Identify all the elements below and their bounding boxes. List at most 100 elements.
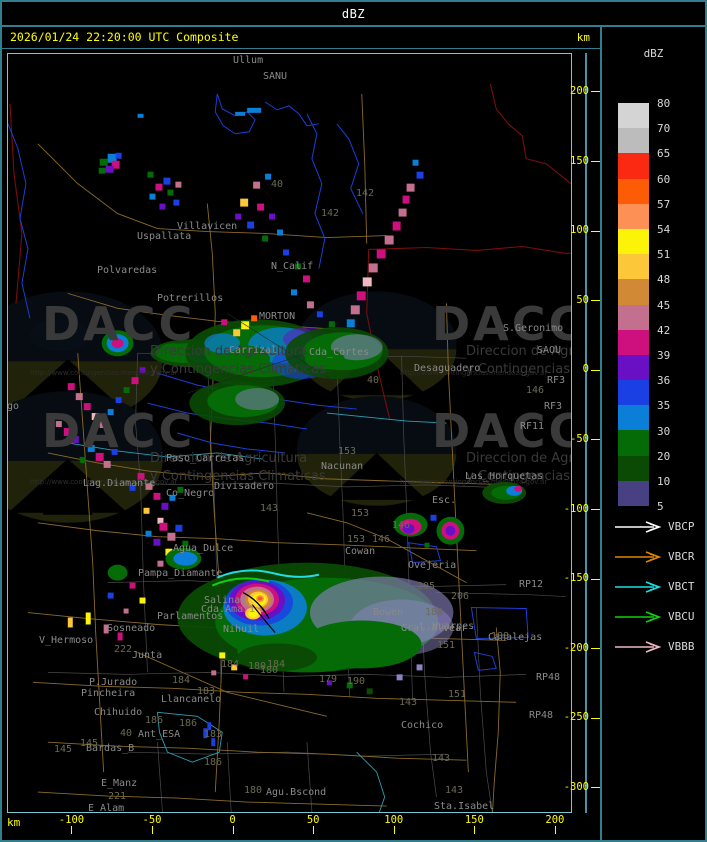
y-axis: 200 150 100 50 0 -50 -100 -150 -200 -250 -300 [564, 53, 600, 813]
dbz-tick-42: 42 [657, 323, 671, 337]
y-tick-mark [591, 509, 600, 511]
radar-map-canvas [8, 54, 571, 812]
dbz-swatch-65 [618, 153, 649, 179]
y-tick-label: 200 [570, 84, 589, 97]
y-axis-tick: 150 [570, 155, 600, 167]
y-axis-tick: -300 [564, 781, 600, 793]
dbz-color-scale [618, 103, 649, 506]
vector-legend-vbcu[interactable]: VBCU [612, 604, 707, 634]
y-axis-tick: 50 [573, 294, 600, 306]
y-axis-unit-label: km [576, 31, 590, 44]
dbz-swatch-80 [618, 103, 649, 129]
y-axis-tick: -150 [564, 572, 600, 584]
x-tick-label: 200 [545, 814, 565, 826]
vector-legend-label: VBCR [668, 550, 695, 563]
y-tick-label: -300 [563, 780, 589, 793]
dbz-tick-10: 10 [657, 475, 671, 488]
y-tick-label: -150 [563, 572, 589, 585]
vector-legend-vbct[interactable]: VBCT [612, 574, 707, 604]
dbz-tick-35: 35 [657, 399, 671, 413]
dbz-swatch-30 [618, 430, 649, 456]
dbz-tick-57: 57 [657, 197, 671, 211]
dbz-swatch-20 [618, 455, 649, 481]
city-label: Pasarela [107, 812, 155, 813]
vector-legend-label: VBCT [668, 580, 695, 593]
vector-legend-label: VBCP [668, 520, 695, 533]
dbz-swatch-48 [618, 279, 649, 305]
y-tick-mark [591, 91, 600, 93]
y-tick-label: -100 [563, 502, 589, 515]
y-axis-line [585, 53, 587, 813]
x-tick-label: -100 [58, 814, 85, 826]
dbz-tick-5: 5 [657, 500, 664, 514]
x-axis-unit-label: km [7, 816, 21, 829]
legend-title: dBZ [643, 47, 664, 60]
y-axis-tick: -50 [570, 433, 600, 445]
y-tick-mark [591, 787, 600, 789]
y-tick-mark [591, 717, 600, 719]
vector-legend-vbcr[interactable]: VBCR [612, 544, 707, 574]
vector-legend-label: VBCU [668, 610, 695, 623]
dbz-tick-39: 39 [657, 349, 671, 362]
y-tick-label: 100 [570, 224, 589, 237]
legend-panel: dBZ 80 70 65 60 57 54 51 48 45 42 39 36 35 30 20 10 5 VB… [602, 27, 705, 840]
map-panel: 2026/01/24 22:20:00 UTC Composite km [2, 27, 602, 840]
y-tick-mark [591, 230, 600, 232]
arrow-icon [615, 581, 662, 593]
dbz-tick-80: 80 [657, 97, 671, 110]
dbz-swatch-42 [618, 329, 649, 355]
x-tick-mark [152, 826, 154, 834]
dbz-swatch-57 [618, 203, 649, 229]
dbz-swatch-36 [618, 380, 649, 406]
y-axis-tick: 200 [570, 85, 600, 97]
arrow-icon [615, 551, 662, 563]
dbz-tick-54: 54 [657, 223, 671, 236]
vector-legend-vbcp[interactable]: VBCP [612, 514, 707, 544]
vector-legend-vbbb[interactable]: VBBB [612, 634, 707, 664]
map-header-row: 2026/01/24 22:20:00 UTC Composite km [2, 27, 600, 49]
arrow-icon [615, 611, 662, 623]
y-tick-label: -200 [563, 641, 589, 654]
x-tick-mark [232, 826, 234, 834]
dbz-tick-30: 30 [657, 424, 671, 438]
dbz-swatch-54 [618, 228, 649, 255]
dbz-tick-45: 45 [657, 298, 671, 312]
x-tick-label: 150 [464, 814, 484, 826]
x-tick-label: 0 [229, 814, 236, 826]
vector-legend: VBCP VBCR VBCT VBCU VBBB [612, 514, 707, 664]
x-tick-mark [393, 826, 395, 834]
y-tick-mark [591, 578, 600, 580]
y-axis-tick: 0 [573, 363, 600, 375]
radar-map[interactable]: DACC DACC DACC DACC Direccion de Agricul… [7, 53, 572, 813]
x-tick-mark [71, 826, 73, 834]
y-tick-label: 50 [576, 293, 589, 306]
dbz-swatch-35 [618, 405, 649, 431]
y-axis-tick: -100 [564, 503, 600, 515]
x-tick-mark [474, 826, 476, 834]
y-tick-mark [591, 648, 600, 650]
y-tick-label: 150 [570, 154, 589, 167]
x-tick-label: 50 [306, 814, 320, 826]
y-axis-tick: 100 [570, 224, 600, 236]
dbz-tick-70: 70 [657, 122, 671, 136]
window-title: dBZ [341, 6, 366, 21]
x-tick-label: -50 [142, 814, 162, 826]
x-tick-label: 100 [384, 814, 404, 826]
y-axis-tick: -250 [564, 711, 600, 723]
dbz-tick-20: 20 [657, 449, 671, 463]
y-axis-tick: -200 [564, 642, 600, 654]
x-axis: -100 -50 0 50 100 150 200 [7, 814, 600, 840]
x-tick-mark [313, 826, 315, 834]
y-tick-mark [591, 369, 600, 371]
dbz-swatch-39 [618, 354, 649, 381]
y-tick-label: -250 [563, 711, 589, 724]
dbz-swatch-60 [618, 178, 649, 204]
arrow-icon [615, 521, 662, 533]
dbz-tick-60: 60 [657, 172, 671, 186]
vector-legend-label: VBBB [668, 640, 695, 653]
dbz-tick-65: 65 [657, 147, 671, 161]
y-tick-mark [591, 300, 600, 302]
dbz-tick-48: 48 [657, 273, 671, 287]
dbz-tick-36: 36 [657, 374, 671, 388]
